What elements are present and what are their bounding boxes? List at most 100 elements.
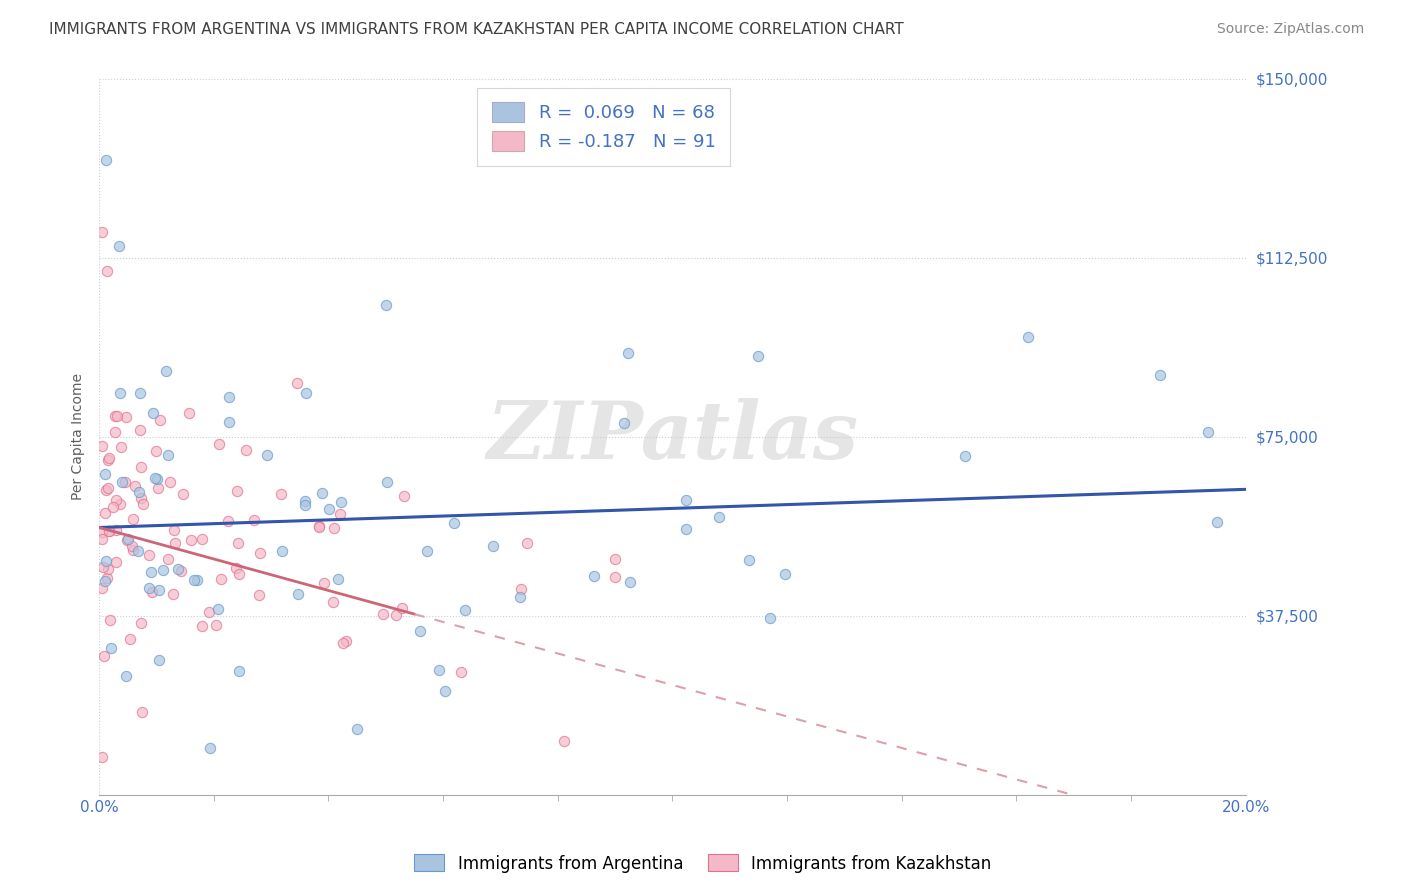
Point bbox=[454, 603, 477, 617]
Point bbox=[481, 539, 503, 553]
Point bbox=[162, 523, 184, 537]
Point bbox=[91, 225, 114, 239]
Point bbox=[183, 573, 205, 587]
Point bbox=[128, 485, 150, 500]
Point bbox=[427, 663, 450, 677]
Point bbox=[108, 239, 131, 253]
Point bbox=[98, 450, 121, 465]
Point bbox=[311, 486, 333, 500]
Point bbox=[773, 566, 796, 581]
Point bbox=[143, 471, 166, 485]
Point bbox=[332, 636, 354, 650]
Point bbox=[121, 539, 143, 553]
Point bbox=[122, 543, 145, 558]
Point bbox=[98, 524, 121, 539]
Point bbox=[1017, 330, 1039, 344]
Point bbox=[198, 740, 221, 755]
Point bbox=[91, 439, 114, 453]
Point bbox=[675, 493, 697, 508]
Point bbox=[318, 501, 340, 516]
Point bbox=[186, 573, 208, 587]
Point bbox=[177, 406, 200, 420]
Point bbox=[955, 449, 977, 463]
Legend: R =  0.069   N = 68, R = -0.187   N = 91: R = 0.069 N = 68, R = -0.187 N = 91 bbox=[477, 88, 730, 166]
Point bbox=[329, 495, 352, 509]
Point bbox=[553, 734, 575, 748]
Point bbox=[91, 533, 114, 547]
Point bbox=[104, 425, 127, 439]
Point bbox=[1197, 425, 1219, 440]
Point bbox=[138, 582, 160, 596]
Point bbox=[450, 665, 472, 679]
Point bbox=[148, 413, 170, 427]
Point bbox=[111, 475, 134, 489]
Point bbox=[322, 521, 344, 535]
Point bbox=[375, 297, 398, 311]
Point bbox=[146, 472, 169, 486]
Point bbox=[392, 490, 415, 504]
Point bbox=[93, 649, 115, 664]
Point bbox=[247, 589, 270, 603]
Point bbox=[110, 440, 132, 454]
Point bbox=[94, 554, 117, 568]
Point bbox=[115, 669, 138, 683]
Point bbox=[97, 562, 120, 576]
Point bbox=[675, 523, 697, 537]
Point bbox=[1206, 515, 1229, 529]
Point bbox=[329, 507, 352, 521]
Point bbox=[218, 415, 240, 429]
Point bbox=[287, 587, 309, 601]
Point bbox=[434, 684, 457, 698]
Point bbox=[108, 496, 131, 510]
Point bbox=[294, 386, 316, 401]
Point bbox=[285, 376, 308, 390]
Point bbox=[738, 553, 761, 567]
Point bbox=[170, 564, 193, 578]
Point bbox=[142, 406, 165, 420]
Point bbox=[209, 572, 232, 586]
Point bbox=[228, 567, 250, 582]
Point bbox=[94, 483, 117, 497]
Point bbox=[375, 475, 398, 490]
Point bbox=[205, 617, 228, 632]
Point bbox=[108, 385, 131, 400]
Point bbox=[114, 410, 136, 425]
Point bbox=[131, 497, 153, 511]
Point bbox=[129, 616, 152, 631]
Point bbox=[271, 544, 294, 558]
Point bbox=[129, 459, 152, 474]
Legend: Immigrants from Argentina, Immigrants from Kazakhstan: Immigrants from Argentina, Immigrants fr… bbox=[408, 847, 998, 880]
Point bbox=[226, 536, 249, 550]
Point bbox=[156, 448, 179, 462]
Point bbox=[162, 587, 184, 601]
Point bbox=[146, 481, 169, 495]
Point bbox=[120, 632, 142, 646]
Point bbox=[96, 571, 118, 585]
Point bbox=[391, 601, 413, 615]
Point bbox=[91, 581, 114, 595]
Point bbox=[198, 605, 221, 619]
Point bbox=[249, 546, 271, 560]
Point bbox=[155, 364, 177, 378]
Point bbox=[613, 416, 636, 430]
Point bbox=[709, 510, 731, 524]
Point bbox=[207, 602, 229, 616]
Point bbox=[308, 519, 330, 533]
Point bbox=[129, 385, 152, 400]
Point bbox=[115, 533, 138, 548]
Point bbox=[127, 544, 149, 558]
Point bbox=[97, 452, 120, 467]
Point bbox=[583, 569, 606, 583]
Point bbox=[114, 475, 136, 489]
Point bbox=[1149, 368, 1171, 382]
Point bbox=[124, 479, 146, 493]
Point bbox=[510, 582, 533, 596]
Point bbox=[256, 448, 278, 462]
Point bbox=[105, 409, 128, 424]
Point bbox=[96, 264, 118, 278]
Point bbox=[619, 574, 641, 589]
Point bbox=[163, 536, 186, 550]
Point bbox=[94, 506, 117, 520]
Point bbox=[312, 576, 335, 591]
Point bbox=[93, 560, 115, 574]
